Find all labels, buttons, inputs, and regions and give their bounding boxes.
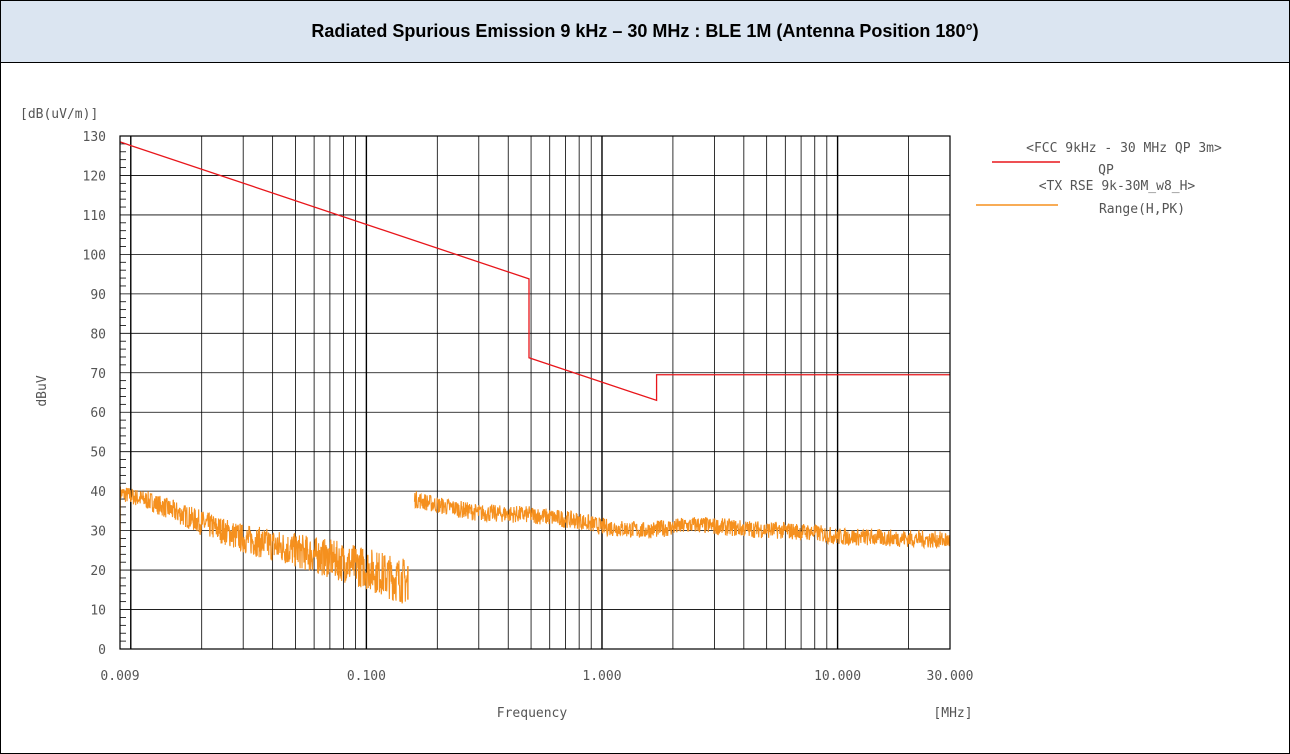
y-tick-label: 60 <box>90 406 106 421</box>
y-tick-label: 120 <box>83 169 106 184</box>
x-axis-label: Frequency <box>497 706 568 721</box>
y-tick-label: 30 <box>90 525 106 540</box>
emission-chart: 0 10 20 30 40 50 60 70 80 90 100 110 120 130 0.009 0.1… <box>20 107 1222 721</box>
x-tick-label: 10.000 <box>814 669 861 684</box>
legend-header-pk: <TX RSE 9k-30M_w8_H> <box>1039 179 1196 194</box>
y-tick-label: 130 <box>83 130 106 145</box>
y-tick-label: 80 <box>90 327 106 342</box>
x-tick-label: 30.000 <box>927 669 974 684</box>
y-tick-label: 90 <box>90 288 106 303</box>
series-qp-line <box>119 141 950 402</box>
legend-header-qp: <FCC 9kHz - 30 MHz QP 3m> <box>1026 141 1222 156</box>
y-unit-label: [dB(uV/m)] <box>20 107 98 122</box>
y-tick-label: 0 <box>98 643 106 658</box>
plot-frame <box>119 135 951 650</box>
title-bar: Radiated Spurious Emission 9 kHz – 30 MH… <box>1 1 1289 63</box>
y-tick-label: 20 <box>90 564 106 579</box>
grid <box>120 136 950 649</box>
legend-label-qp: QP <box>1098 163 1114 178</box>
y-tick-label: 40 <box>90 485 106 500</box>
x-unit-label: [MHz] <box>933 706 972 721</box>
legend: <FCC 9kHz - 30 MHz QP 3m> QP <TX RSE 9k-… <box>976 141 1222 217</box>
y-tick-label: 110 <box>83 209 106 224</box>
series-layer <box>119 141 951 604</box>
y-tick-label: 100 <box>83 248 106 263</box>
y-axis-label: dBuV <box>35 375 50 406</box>
minor-ticks <box>120 143 126 642</box>
series-pk-line <box>413 491 951 550</box>
x-tick-label: 1.000 <box>582 669 621 684</box>
y-tick-label: 50 <box>90 446 106 461</box>
x-tick-label: 0.009 <box>100 669 139 684</box>
legend-label-pk: Range(H,PK) <box>1099 202 1185 217</box>
page-title: Radiated Spurious Emission 9 kHz – 30 MH… <box>311 21 979 41</box>
series-pk-line <box>119 486 409 604</box>
x-tick-labels: 0.009 0.100 1.000 10.000 30.000 <box>100 669 973 684</box>
y-tick-labels: 0 10 20 30 40 50 60 70 80 90 100 110 120 130 <box>83 130 106 658</box>
y-tick-label: 70 <box>90 367 106 382</box>
x-tick-label: 0.100 <box>347 669 386 684</box>
y-tick-label: 10 <box>90 604 106 619</box>
